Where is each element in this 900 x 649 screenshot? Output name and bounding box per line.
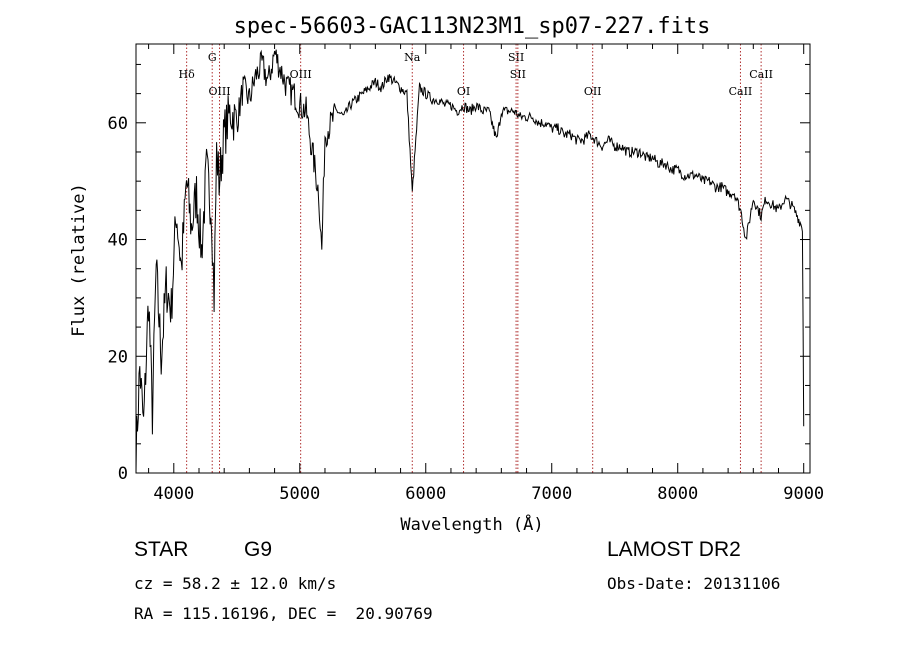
survey-name: LAMOST DR2 — [607, 538, 741, 561]
line-label-g: G — [208, 51, 217, 64]
line-label-sii: SII — [508, 51, 524, 64]
line-label-hδ: Hδ — [179, 68, 196, 81]
redshift-value: cz = 58.2 ± 12.0 km/s — [134, 574, 337, 593]
x-axis-label: Wavelength (Å) — [400, 513, 543, 535]
line-label-oii: OII — [584, 85, 602, 98]
line-label-caii: CaII — [749, 68, 773, 81]
x-tick-label: 4000 — [153, 484, 194, 504]
axes: 4000 5000 6000 7000 8000 9000 0 20 40 60 — [108, 43, 824, 504]
line-label-oiii: OIII — [290, 68, 312, 81]
chart-title: spec-56603-GAC113N23M1_sp07-227.fits — [234, 14, 711, 39]
line-label-oi: OI — [457, 85, 470, 98]
x-tick-label: 5000 — [279, 484, 320, 504]
x-tick-label: 8000 — [657, 484, 698, 504]
y-tick-label: 60 — [108, 114, 128, 134]
y-tick-label: 20 — [108, 347, 128, 367]
object-subclass: G9 — [244, 538, 273, 561]
plot-frame — [135, 43, 811, 474]
spectrum-line — [135, 49, 805, 474]
object-class: STAR — [134, 538, 189, 561]
y-axis-label: Flux (relative) — [69, 183, 89, 337]
y-tick-label: 0 — [118, 464, 128, 484]
x-tick-label: 6000 — [405, 484, 446, 504]
observation-date: Obs-Date: 20131106 — [607, 574, 781, 593]
line-label-caii: CaII — [729, 85, 753, 98]
line-label-sii: SII — [510, 68, 526, 81]
line-label-oiii: OIII — [208, 85, 230, 98]
series-layer — [135, 49, 805, 474]
y-tick-label: 40 — [108, 231, 128, 251]
x-tick-label: 9000 — [783, 484, 824, 504]
spectral-line-markers: Hδ G OIII OIII Na OI SII SII OII CaII CaII — [179, 44, 773, 473]
ra-dec-coordinates: RA = 115.16196, DEC = 20.90769 — [134, 604, 433, 623]
x-tick-label: 7000 — [531, 484, 572, 504]
line-label-na: Na — [404, 51, 421, 64]
